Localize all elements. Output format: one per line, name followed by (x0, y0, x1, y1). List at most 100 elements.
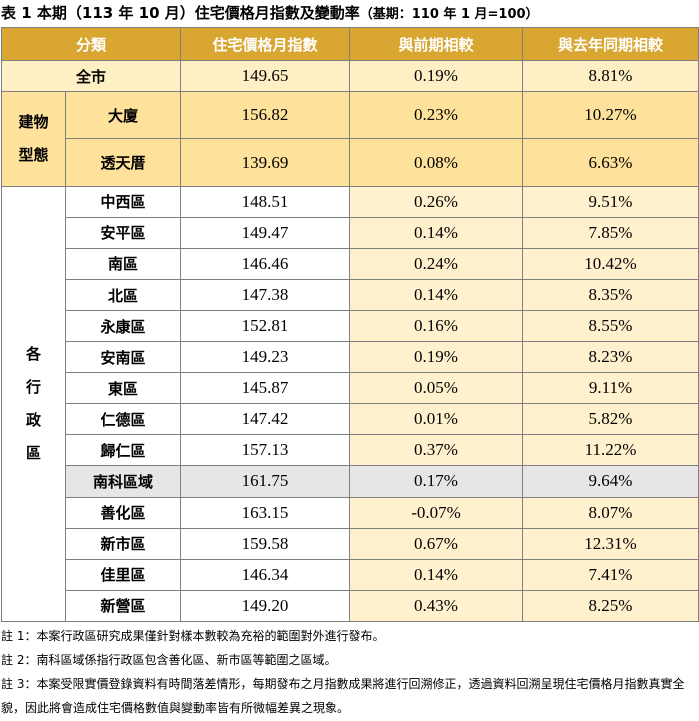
row-label: 南區 (64, 247, 182, 280)
mom-value: 0.19% (349, 341, 524, 374)
note-1: 註 1：本案行政區研究成果僅針對樣本數較為充裕的範圍對外進行發布。 (1, 629, 385, 643)
mom-value: 0.24% (349, 247, 524, 280)
mom-value: 0.26% (349, 185, 524, 218)
index-value: 149.65 (180, 59, 351, 93)
row-label: 全市 (0, 59, 182, 93)
notes: 註 1：本案行政區研究成果僅針對樣本數較為充裕的範圍對外進行發布。 註 2：南科… (1, 624, 698, 720)
mom-value: 0.43% (349, 589, 524, 623)
table-row: 仁德區 147.42 0.01% 5.82% (2, 403, 699, 436)
index-value: 149.23 (180, 341, 351, 374)
group-char: 型態 (18, 145, 49, 164)
mom-value: 0.67% (349, 527, 524, 560)
title-main: 表 1 本期（113 年 10 月）住宅價格月指數及變動率 (1, 4, 360, 22)
index-value: 147.42 (180, 403, 351, 436)
row-label: 安平區 (64, 216, 182, 249)
mom-value: 0.05% (349, 372, 524, 405)
table-row: 善化區 163.15 -0.07% 8.07% (2, 496, 699, 529)
row-label: 新營區 (64, 589, 182, 623)
mom-value: 0.01% (349, 403, 524, 436)
index-value: 161.75 (180, 465, 351, 498)
mom-value: 0.17% (349, 465, 524, 498)
yoy-value: 10.42% (522, 247, 699, 280)
mom-value: 0.37% (349, 434, 524, 467)
mom-value: 0.23% (349, 91, 524, 140)
table-row: 東區 145.87 0.05% 9.11% (2, 372, 699, 405)
yoy-value: 6.63% (522, 138, 699, 187)
group-label-district: 各行政區 (1, 185, 66, 623)
group-label-building: 建物 型態 (1, 91, 66, 187)
mom-value: 0.19% (349, 59, 524, 93)
index-value: 147.38 (180, 278, 351, 312)
row-label: 善化區 (64, 496, 182, 529)
mom-value: 0.16% (349, 310, 524, 343)
row-label: 安南區 (64, 341, 182, 374)
yoy-value: 8.25% (522, 589, 699, 623)
table-row: 新營區 149.20 0.43% 8.25% (2, 589, 699, 623)
yoy-value: 9.64% (522, 465, 699, 498)
row-label: 透天厝 (64, 138, 182, 187)
row-label: 東區 (64, 372, 182, 405)
mom-value: 0.08% (349, 138, 524, 187)
row-label: 永康區 (64, 310, 182, 343)
table-row: 南區 146.46 0.24% 10.42% (2, 247, 699, 280)
yoy-value: 12.31% (522, 527, 699, 560)
mom-value: 0.14% (349, 278, 524, 312)
yoy-value: 9.11% (522, 372, 699, 405)
note-3: 註 3：本案受限實價登錄資料有時間落差情形，每期發布之月指數成果將進行回溯修正，… (1, 677, 685, 715)
yoy-value: 8.81% (522, 59, 699, 93)
index-value: 146.34 (180, 558, 351, 591)
row-label: 大廈 (64, 91, 182, 140)
group-char: 區 (25, 443, 41, 462)
row-label: 新市區 (64, 527, 182, 560)
group-char: 政 (25, 410, 41, 429)
yoy-value: 8.55% (522, 310, 699, 343)
row-label: 歸仁區 (64, 434, 182, 467)
row-label: 中西區 (64, 185, 182, 218)
header-category: 分類 (0, 27, 182, 61)
yoy-value: 8.35% (522, 278, 699, 312)
index-value: 157.13 (180, 434, 351, 467)
row-label: 北區 (64, 278, 182, 312)
mom-value: -0.07% (349, 496, 524, 529)
header-index: 住宅價格月指數 (180, 27, 351, 61)
table-row: 新市區 159.58 0.67% 12.31% (2, 527, 699, 560)
table-row: 各行政區中西區 148.51 0.26% 9.51% (1, 185, 699, 623)
row-label: 仁德區 (64, 403, 182, 436)
index-value: 148.51 (180, 185, 351, 218)
table-row: 建物 型態 大廈 156.82 0.23% 10.27% (1, 91, 699, 187)
table-row: 安南區 149.23 0.19% 8.23% (2, 341, 699, 374)
table-row: 歸仁區 157.13 0.37% 11.22% (2, 434, 699, 467)
table-row: 南科區域 161.75 0.17% 9.64% (2, 465, 699, 498)
group-char: 建物 (18, 112, 49, 131)
group-char: 各 (25, 344, 41, 363)
yoy-value: 5.82% (522, 403, 699, 436)
yoy-value: 8.07% (522, 496, 699, 529)
row-label: 南科區域 (64, 465, 182, 498)
index-value: 152.81 (180, 310, 351, 343)
header-mom: 與前期相較 (349, 27, 524, 61)
yoy-value: 7.85% (522, 216, 699, 249)
mom-value: 0.14% (349, 216, 524, 249)
yoy-value: 9.51% (522, 185, 699, 218)
table-row-total: 全市 149.65 0.19% 8.81% (0, 59, 699, 93)
row-label: 佳里區 (64, 558, 182, 591)
price-index-table: 分類 住宅價格月指數 與前期相較 與去年同期相較 全市 149.65 0.19% 8.… (0, 27, 699, 623)
table-row: 透天厝 139.69 0.08% 6.63% (2, 138, 699, 187)
yoy-value: 8.23% (522, 341, 699, 374)
table-row: 安平區 149.47 0.14% 7.85% (2, 216, 699, 249)
header-row: 分類 住宅價格月指數 與前期相較 與去年同期相較 (0, 27, 699, 61)
table-row: 永康區 152.81 0.16% 8.55% (2, 310, 699, 343)
header-yoy: 與去年同期相較 (522, 27, 699, 61)
index-value: 163.15 (180, 496, 351, 529)
table-title: 表 1 本期（113 年 10 月）住宅價格月指數及變動率（基期：110 年 1… (1, 0, 539, 26)
group-char: 行 (25, 377, 41, 396)
index-value: 149.47 (180, 216, 351, 249)
index-value: 159.58 (180, 527, 351, 560)
table-row: 北區 147.38 0.14% 8.35% (2, 278, 699, 312)
table-row: 佳里區 146.34 0.14% 7.41% (2, 558, 699, 591)
yoy-value: 7.41% (522, 558, 699, 591)
yoy-value: 10.27% (522, 91, 699, 140)
index-value: 145.87 (180, 372, 351, 405)
index-value: 139.69 (180, 138, 351, 187)
mom-value: 0.14% (349, 558, 524, 591)
